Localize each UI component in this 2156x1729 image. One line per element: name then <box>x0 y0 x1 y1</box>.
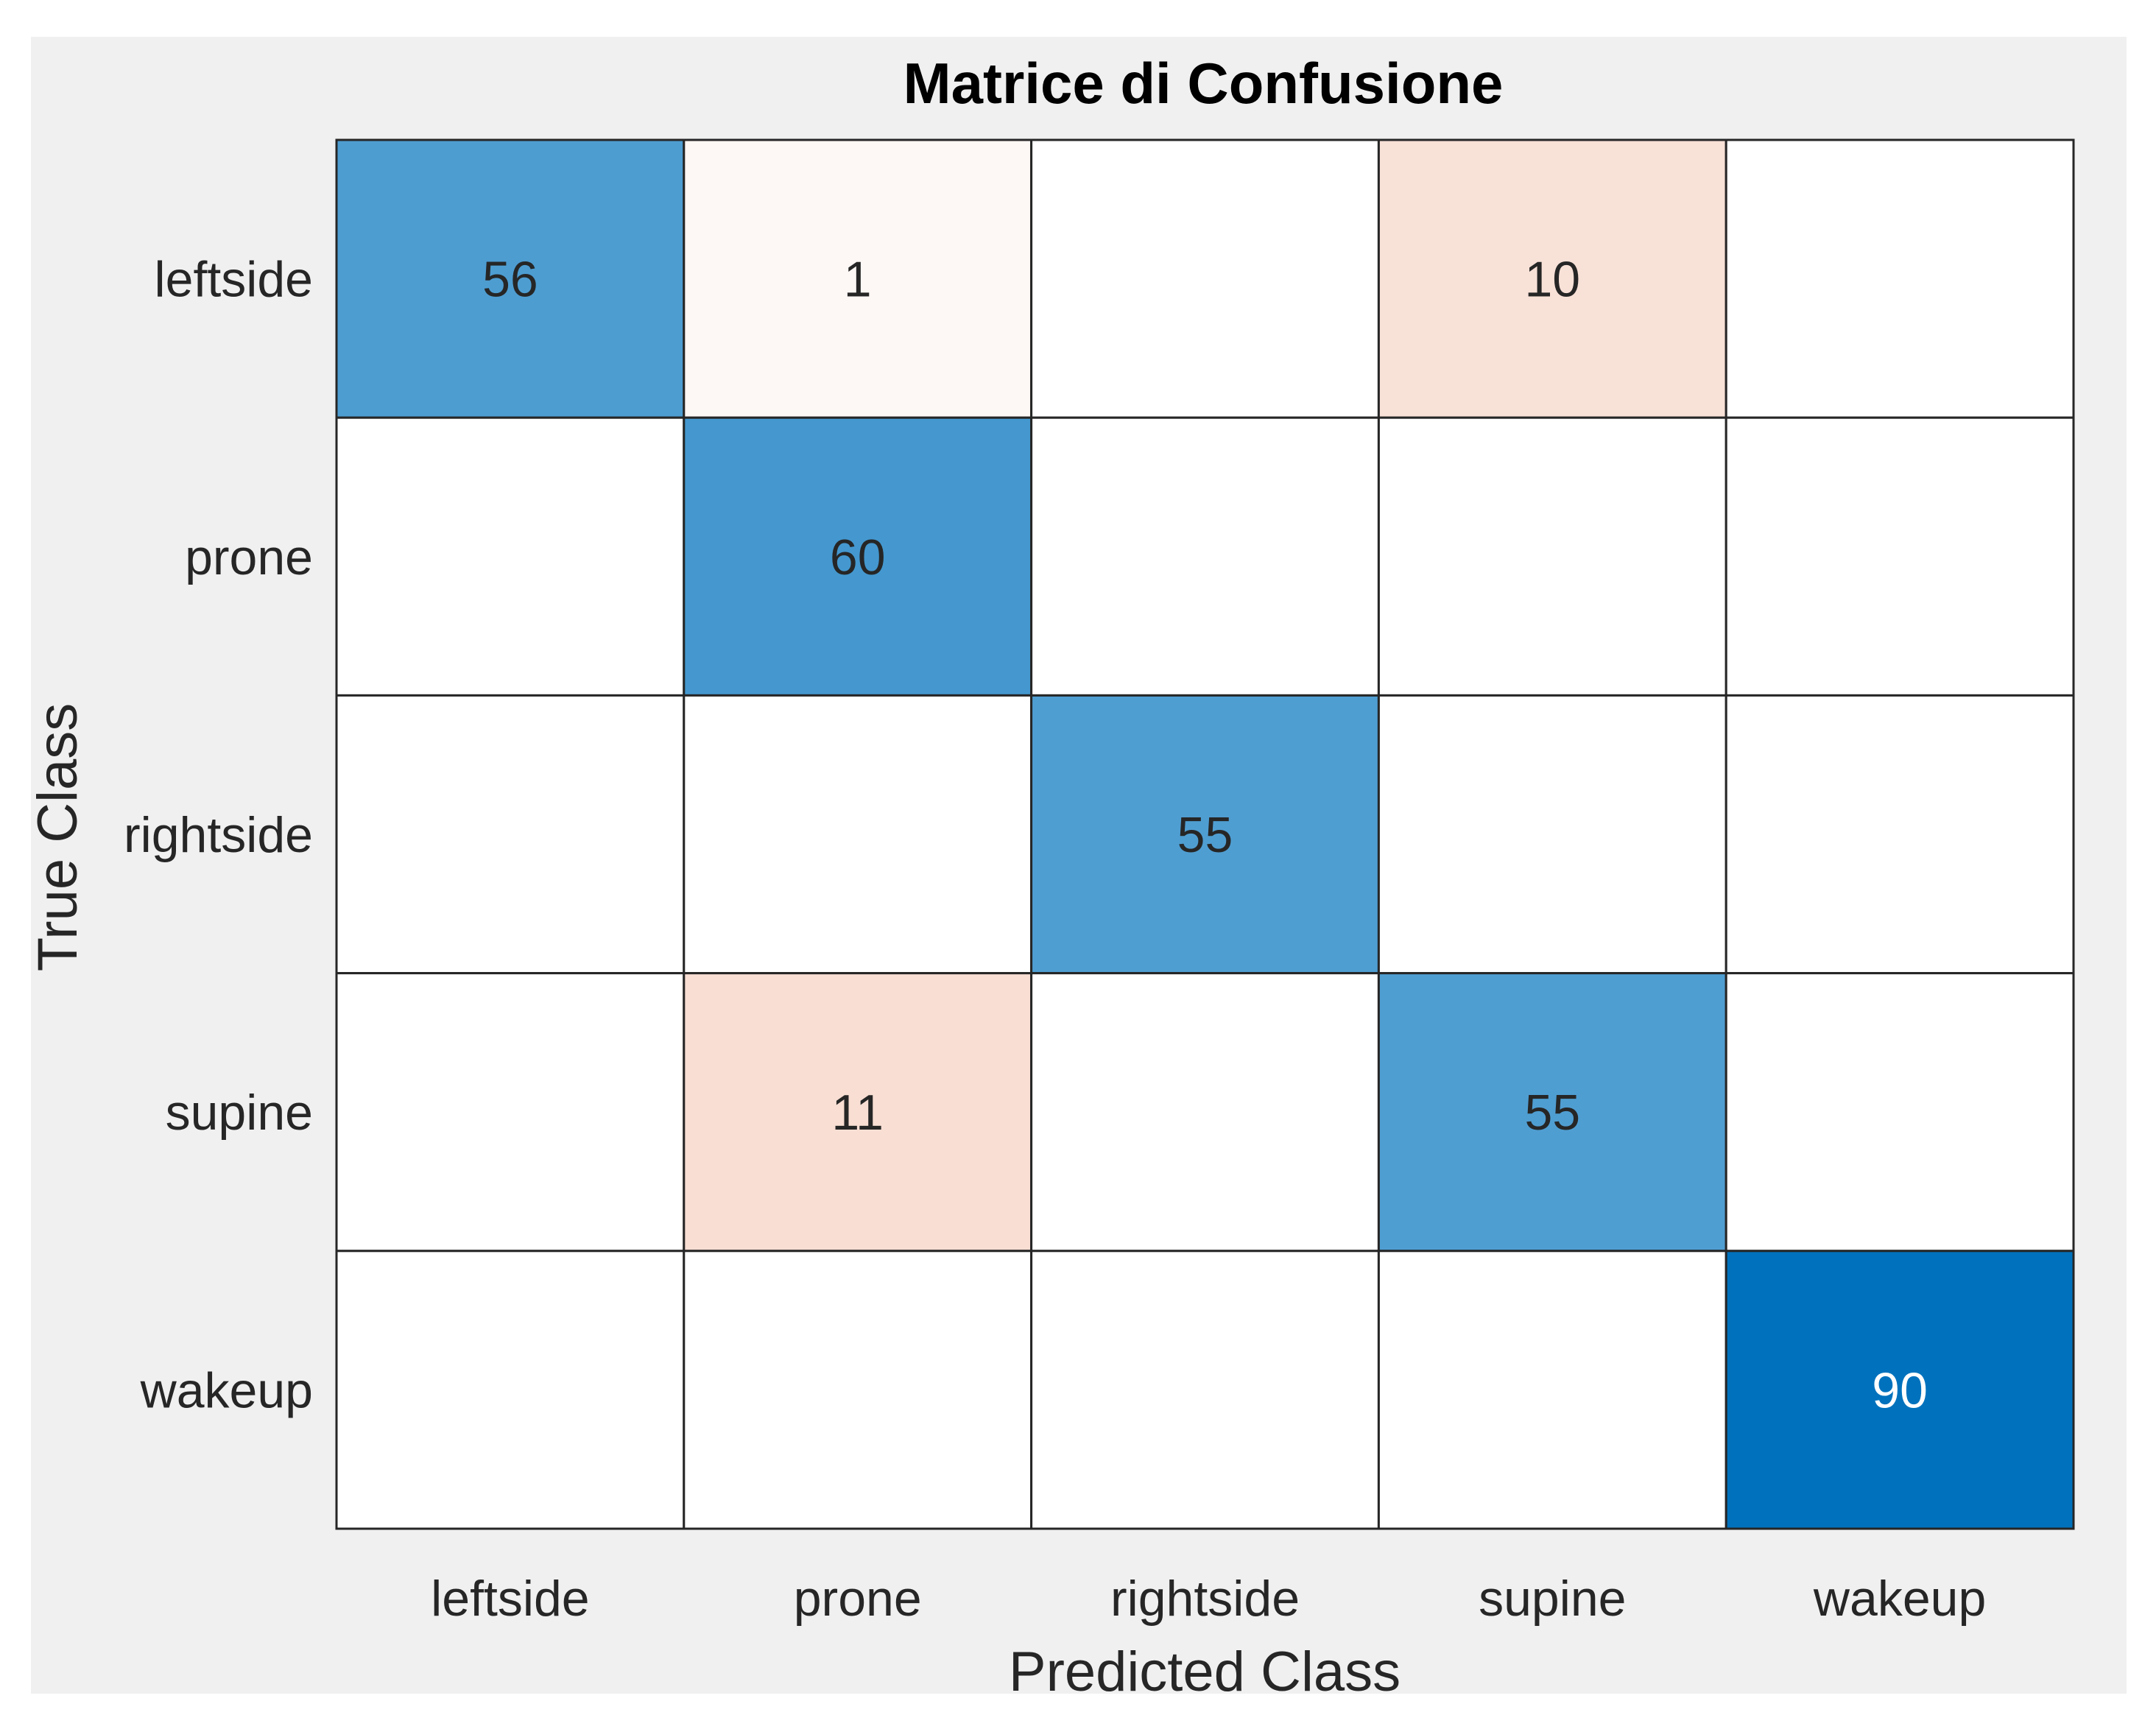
matrix-cell-supine-prone <box>683 972 1033 1253</box>
matrix-cell-prone-supine <box>1377 416 1727 697</box>
matrix-cell-leftside-wakeup <box>1725 138 2075 419</box>
matrix-cells: 56 1 10 60 55 11 55 90 <box>335 138 2075 1530</box>
cell-value-label: 55 <box>1524 1085 1580 1141</box>
x-tick-label: rightside <box>1110 1571 1300 1627</box>
x-axis-label: Predicted Class <box>1009 1641 1401 1703</box>
matrix-cell-prone-leftside <box>335 416 686 697</box>
matrix-cell-wakeup-rightside <box>1030 1250 1380 1530</box>
matrix-cell-supine-supine <box>1377 972 1727 1253</box>
cell-value-label: 60 <box>830 529 886 585</box>
cell-value-label: 56 <box>482 252 538 308</box>
matrix-cell-wakeup-leftside <box>335 1250 686 1530</box>
cell-value-label: 90 <box>1872 1362 1928 1418</box>
matrix-cell-leftside-rightside <box>1030 138 1380 419</box>
x-tick-label: leftside <box>431 1571 589 1627</box>
matrix-cell-wakeup-prone <box>683 1250 1033 1530</box>
matrix-cell-leftside-supine <box>1377 138 1727 419</box>
y-tick-labels: leftside prone rightside supine wakeup <box>124 252 313 1419</box>
y-tick-label: supine <box>166 1085 313 1141</box>
matrix-cell-supine-leftside <box>335 972 686 1253</box>
matrix-cell-rightside-leftside <box>335 694 686 975</box>
x-tick-label: supine <box>1479 1571 1626 1627</box>
matrix-cell-supine-wakeup <box>1725 972 2075 1253</box>
matrix-cell-prone-rightside <box>1030 416 1380 697</box>
matrix-cell-prone-prone <box>683 416 1033 697</box>
matrix-cell-rightside-supine <box>1377 694 1727 975</box>
x-tick-label: prone <box>794 1571 922 1627</box>
matrix-cell-wakeup-supine <box>1377 1250 1727 1530</box>
y-tick-label: leftside <box>155 252 313 308</box>
matrix-cell-prone-wakeup <box>1725 416 2075 697</box>
matrix-cell-wakeup-wakeup <box>1725 1250 2075 1530</box>
matrix-cell-rightside-wakeup <box>1725 694 2075 975</box>
chart-title: Matrice di Confusione <box>903 51 1504 116</box>
matrix-cell-rightside-prone <box>683 694 1033 975</box>
y-axis-label: True Class <box>27 703 89 972</box>
x-tick-labels: leftside prone rightside supine wakeup <box>431 1571 1986 1627</box>
cell-value-label: 55 <box>1177 807 1233 863</box>
matrix-cell-supine-rightside <box>1030 972 1380 1253</box>
matrix-cell-rightside-rightside <box>1030 694 1380 975</box>
x-tick-label: wakeup <box>1813 1571 1986 1627</box>
y-tick-label: rightside <box>124 807 313 863</box>
cell-value-label: 1 <box>844 252 872 308</box>
cell-value-label: 11 <box>831 1085 884 1141</box>
y-tick-label: prone <box>185 529 313 585</box>
cell-value-label: 10 <box>1524 252 1580 308</box>
y-tick-label: wakeup <box>140 1362 313 1418</box>
